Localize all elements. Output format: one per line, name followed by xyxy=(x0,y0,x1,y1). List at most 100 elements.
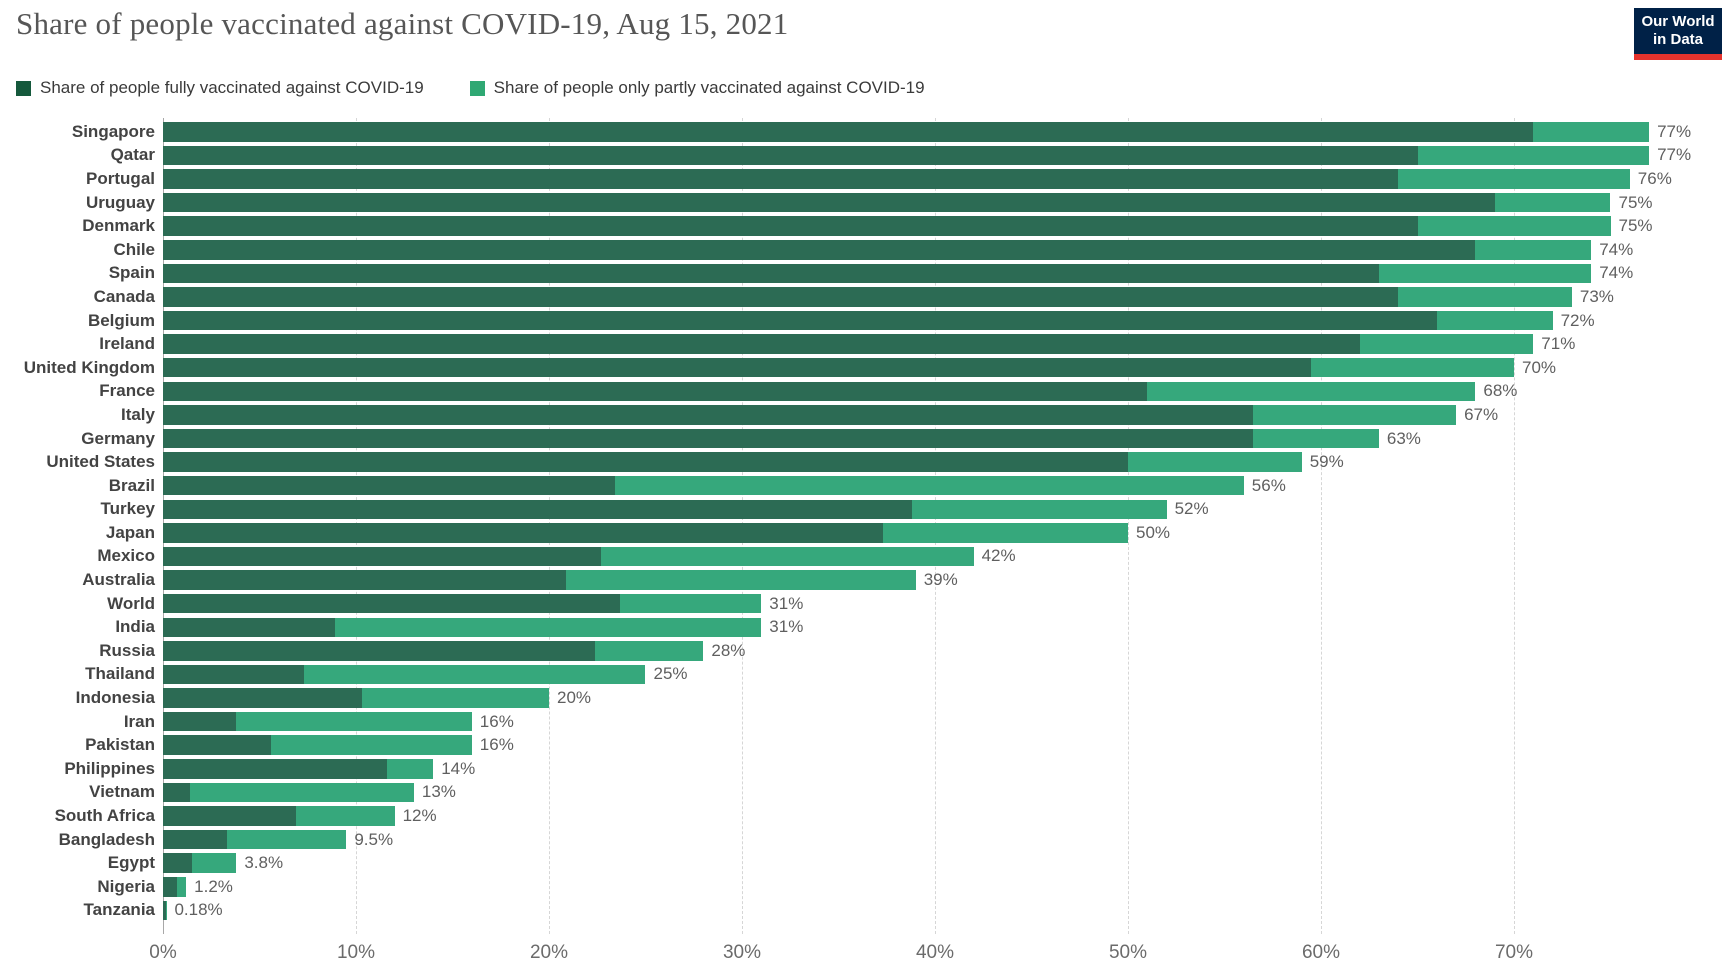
total-value-label: 56% xyxy=(1251,475,1286,495)
bar-segment-partly[interactable] xyxy=(236,711,472,732)
legend-label-fully: Share of people fully vaccinated against… xyxy=(40,78,424,97)
bar-segment-fully[interactable] xyxy=(163,287,1399,307)
bar-segment-fully[interactable] xyxy=(163,357,1312,378)
bar-segment-fully[interactable] xyxy=(163,759,387,779)
bar-segment-partly[interactable] xyxy=(1417,216,1611,236)
x-tick-label: 50% xyxy=(1108,942,1148,963)
bar-segment-partly[interactable] xyxy=(296,806,395,826)
bar-segment-fully[interactable] xyxy=(163,523,883,543)
bar-segment-partly[interactable] xyxy=(1253,428,1379,449)
bar-segment-fully[interactable] xyxy=(163,475,615,496)
bar-segment-fully[interactable] xyxy=(163,877,177,897)
bar-segment-partly[interactable] xyxy=(1417,145,1650,166)
bar-segment-fully[interactable] xyxy=(163,900,166,921)
total-value-label: 74% xyxy=(1599,263,1634,283)
country-label: Mexico xyxy=(97,546,155,566)
x-tick-label: 60% xyxy=(1301,942,1341,963)
bar-row: United States 59% xyxy=(0,450,1734,474)
country-label: Bangladesh xyxy=(58,829,155,849)
bar-segment-fully[interactable] xyxy=(163,240,1476,260)
bar-segment-partly[interactable] xyxy=(1494,192,1611,213)
bar-segment-fully[interactable] xyxy=(163,829,227,850)
bar-row: Canada 73% xyxy=(0,285,1734,309)
owid-logo[interactable]: Our World in Data xyxy=(1634,8,1722,60)
bar-segment-fully[interactable] xyxy=(163,806,297,826)
bar-segment-fully[interactable] xyxy=(163,381,1148,402)
bar-segment-fully[interactable] xyxy=(163,428,1254,449)
bar-segment-fully[interactable] xyxy=(163,169,1399,189)
country-label: Australia xyxy=(82,570,155,590)
bar-track: 70% xyxy=(163,358,1556,378)
bar-segment-partly[interactable] xyxy=(595,641,704,661)
gridline xyxy=(1321,118,1322,934)
bar-segment-fully[interactable] xyxy=(163,334,1360,354)
bar-segment-partly[interactable] xyxy=(334,617,762,638)
total-value-label: 0.18% xyxy=(174,900,223,920)
bar-segment-fully[interactable] xyxy=(163,664,304,685)
total-value-label: 73% xyxy=(1579,286,1614,306)
bar-segment-fully[interactable] xyxy=(163,688,362,708)
bar-segment-partly[interactable] xyxy=(1398,169,1630,189)
bar-segment-partly[interactable] xyxy=(1128,452,1302,472)
bar-segment-partly[interactable] xyxy=(911,499,1167,520)
bar-segment-fully[interactable] xyxy=(163,735,272,755)
bar-segment-fully[interactable] xyxy=(163,711,237,732)
bar-track: 14% xyxy=(163,759,475,779)
legend-item-partly[interactable]: Share of people only partly vaccinated a… xyxy=(469,78,925,98)
total-value-label: 12% xyxy=(402,806,437,826)
bar-segment-partly[interactable] xyxy=(1311,357,1514,378)
bar-track: 52% xyxy=(163,499,1209,520)
bar-segment-partly[interactable] xyxy=(361,688,549,708)
bar-row: Mexico 42% xyxy=(0,545,1734,569)
bar-segment-partly[interactable] xyxy=(566,570,916,590)
legend-item-fully[interactable]: Share of people fully vaccinated against… xyxy=(16,78,424,98)
bar-segment-partly[interactable] xyxy=(1436,310,1553,331)
bar-segment-fully[interactable] xyxy=(163,405,1254,425)
bar-track: 28% xyxy=(163,641,745,661)
bar-track: 25% xyxy=(163,664,688,685)
bar-segment-fully[interactable] xyxy=(163,192,1495,213)
bar-segment-fully[interactable] xyxy=(163,216,1418,236)
bar-segment-fully[interactable] xyxy=(163,617,335,638)
bar-segment-partly[interactable] xyxy=(1398,287,1572,307)
bar-row: Germany 63% xyxy=(0,427,1734,451)
gridline xyxy=(1128,118,1129,934)
bar-segment-fully[interactable] xyxy=(163,782,191,803)
country-label: Portugal xyxy=(86,168,155,188)
bar-segment-fully[interactable] xyxy=(163,452,1128,472)
bar-segment-fully[interactable] xyxy=(163,145,1418,166)
bar-segment-fully[interactable] xyxy=(163,499,912,520)
bar-track: 42% xyxy=(163,546,1016,567)
bar-segment-fully[interactable] xyxy=(163,122,1534,142)
bar-segment-fully[interactable] xyxy=(163,310,1437,331)
bar-segment-partly[interactable] xyxy=(1147,381,1476,402)
bar-segment-fully[interactable] xyxy=(163,546,602,567)
bar-segment-partly[interactable] xyxy=(303,664,646,685)
x-axis: 0% 10% 20% 30% 40% 50% 60% 70% xyxy=(0,942,1734,968)
bar-segment-partly[interactable] xyxy=(1475,240,1592,260)
total-value-label: 14% xyxy=(441,758,476,778)
bar-segment-partly[interactable] xyxy=(601,546,974,567)
total-value-label: 52% xyxy=(1174,499,1209,519)
bar-segment-partly[interactable] xyxy=(386,759,434,779)
bar-segment-fully[interactable] xyxy=(163,263,1379,284)
bar-segment-fully[interactable] xyxy=(163,593,621,614)
bar-segment-partly[interactable] xyxy=(271,735,472,755)
bar-segment-partly[interactable] xyxy=(620,593,762,614)
bar-segment-partly[interactable] xyxy=(165,900,167,921)
bar-segment-fully[interactable] xyxy=(163,853,192,873)
bar-segment-partly[interactable] xyxy=(226,829,347,850)
bar-segment-partly[interactable] xyxy=(176,877,187,897)
bar-segment-partly[interactable] xyxy=(1359,334,1534,354)
bar-segment-fully[interactable] xyxy=(163,570,567,590)
bar-segment-partly[interactable] xyxy=(191,853,237,873)
bar-segment-partly[interactable] xyxy=(190,782,414,803)
country-label: United Kingdom xyxy=(23,357,155,377)
bar-segment-partly[interactable] xyxy=(1533,122,1650,142)
bar-segment-partly[interactable] xyxy=(1378,263,1592,284)
bar-segment-partly[interactable] xyxy=(882,523,1128,543)
bar-segment-partly[interactable] xyxy=(1253,405,1457,425)
bar-segment-partly[interactable] xyxy=(614,475,1244,496)
total-value-label: 68% xyxy=(1483,381,1518,401)
bar-segment-fully[interactable] xyxy=(163,641,596,661)
